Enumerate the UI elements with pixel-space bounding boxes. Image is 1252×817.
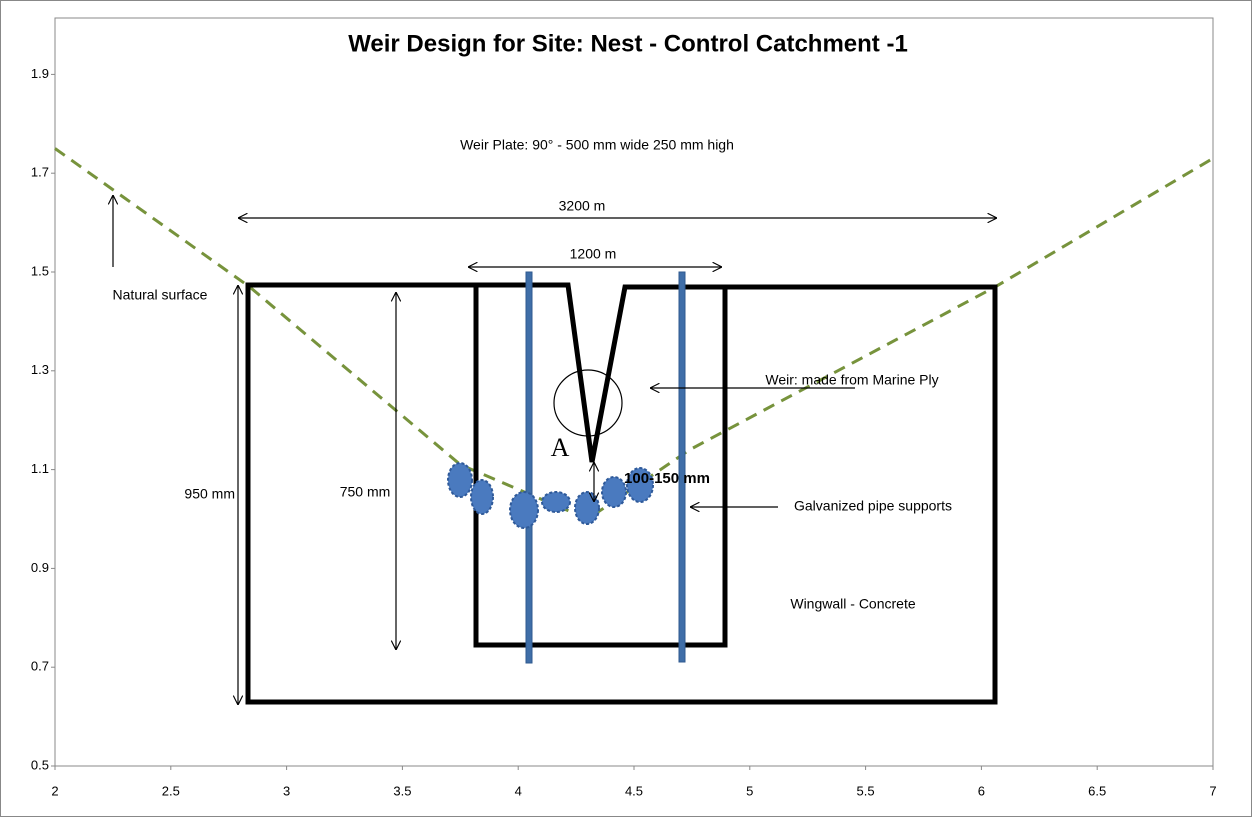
y-tick-label: 0.7 bbox=[31, 659, 49, 674]
x-tick-label: 4 bbox=[515, 783, 522, 798]
pipes bbox=[525, 271, 686, 664]
y-tick-label: 1.1 bbox=[31, 461, 49, 476]
annotation: Weir: made from Marine Ply bbox=[765, 372, 938, 388]
x-tick-label: 2.5 bbox=[162, 783, 180, 798]
rock bbox=[601, 476, 627, 508]
annotation: 100-150 mm bbox=[624, 470, 710, 487]
arrows bbox=[113, 195, 997, 705]
y-tick-label: 1.7 bbox=[31, 165, 49, 180]
x-tick-label: 7 bbox=[1209, 783, 1216, 798]
rock bbox=[509, 491, 539, 529]
x-tick-label: 4.5 bbox=[625, 783, 643, 798]
x-tick-label: 5.5 bbox=[857, 783, 875, 798]
annotation: Weir Plate: 90° - 500 mm wide 250 mm hig… bbox=[460, 137, 734, 153]
annotation: Galvanized pipe supports bbox=[794, 498, 952, 514]
detail-circle bbox=[553, 369, 623, 437]
rock bbox=[447, 462, 473, 498]
wingwall bbox=[245, 282, 998, 705]
annotation: Wingwall - Concrete bbox=[790, 596, 915, 612]
y-tick-label: 1.3 bbox=[31, 362, 49, 377]
x-tick-label: 6.5 bbox=[1088, 783, 1106, 798]
x-tick-label: 2 bbox=[51, 783, 58, 798]
rock bbox=[541, 491, 571, 513]
weir-box bbox=[473, 285, 728, 648]
rock bbox=[470, 479, 494, 515]
annotation: Natural surface bbox=[113, 287, 208, 303]
chart-title: Weir Design for Site: Nest - Control Cat… bbox=[348, 30, 908, 57]
rock bbox=[626, 467, 654, 503]
y-tick-label: 0.9 bbox=[31, 560, 49, 575]
rocks bbox=[447, 462, 654, 529]
x-tick-label: 3 bbox=[283, 783, 290, 798]
annotation: A bbox=[551, 433, 570, 462]
annotation: 750 mm bbox=[340, 484, 391, 500]
rock bbox=[574, 491, 600, 525]
y-tick-label: 1.5 bbox=[31, 263, 49, 278]
pipe bbox=[525, 271, 533, 664]
y-tick-label: 1.9 bbox=[31, 66, 49, 81]
x-tick-label: 3.5 bbox=[393, 783, 411, 798]
x-tick-label: 5 bbox=[746, 783, 753, 798]
structure bbox=[245, 282, 998, 705]
annotation: 950 mm bbox=[184, 486, 235, 502]
annotation: 1200 m bbox=[570, 246, 617, 262]
y-tick-label: 0.5 bbox=[31, 757, 49, 772]
pipe bbox=[678, 271, 686, 663]
x-tick-label: 6 bbox=[978, 783, 985, 798]
annotation: 3200 m bbox=[559, 198, 606, 214]
